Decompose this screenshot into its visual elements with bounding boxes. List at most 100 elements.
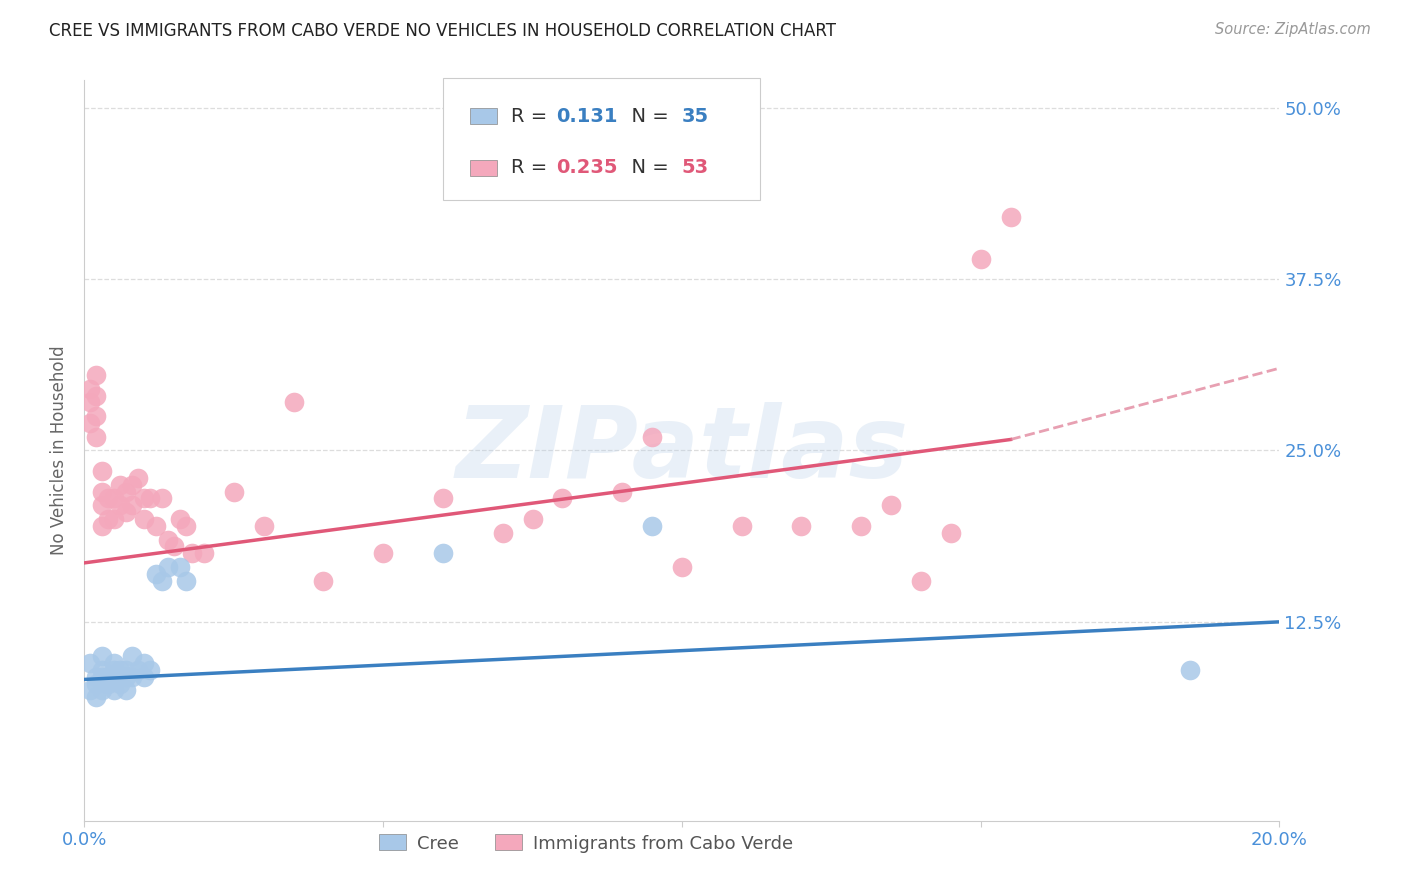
Point <box>91 663 114 677</box>
Point <box>939 525 962 540</box>
Point <box>91 670 114 684</box>
Point <box>312 574 335 588</box>
Text: 0.235: 0.235 <box>557 158 617 178</box>
Point <box>127 471 149 485</box>
Point <box>169 560 191 574</box>
Point <box>910 574 932 588</box>
Point <box>79 416 101 430</box>
Point <box>86 676 108 690</box>
Point <box>522 512 544 526</box>
Point <box>132 670 156 684</box>
FancyBboxPatch shape <box>443 78 759 200</box>
Text: R =: R = <box>510 158 554 178</box>
Point <box>150 574 173 588</box>
Point <box>91 519 114 533</box>
Point <box>110 498 132 512</box>
Point <box>86 430 108 444</box>
Point <box>115 670 138 684</box>
Point <box>253 519 276 533</box>
Point <box>103 670 125 684</box>
Point <box>139 491 162 506</box>
Point <box>671 560 693 574</box>
Point <box>1178 663 1201 677</box>
Point <box>103 656 125 670</box>
Point <box>121 670 143 684</box>
Point <box>115 663 138 677</box>
Point <box>139 663 162 677</box>
Point <box>283 395 305 409</box>
Point <box>880 498 903 512</box>
Point <box>145 566 167 581</box>
Point <box>86 690 108 705</box>
Legend: Cree, Immigrants from Cabo Verde: Cree, Immigrants from Cabo Verde <box>373 827 800 860</box>
Point <box>790 519 813 533</box>
Point <box>169 512 191 526</box>
Point <box>163 540 186 554</box>
Point <box>91 464 114 478</box>
Text: CREE VS IMMIGRANTS FROM CABO VERDE NO VEHICLES IN HOUSEHOLD CORRELATION CHART: CREE VS IMMIGRANTS FROM CABO VERDE NO VE… <box>49 22 837 40</box>
Point <box>612 484 634 499</box>
Point <box>79 683 101 698</box>
Point <box>145 519 167 533</box>
Point <box>181 546 204 560</box>
Point <box>86 409 108 424</box>
Point <box>86 368 108 382</box>
Point <box>121 477 143 491</box>
Point <box>492 525 515 540</box>
Point <box>731 519 754 533</box>
Point <box>79 656 101 670</box>
Point <box>97 676 120 690</box>
Point <box>91 649 114 664</box>
Point <box>79 382 101 396</box>
FancyBboxPatch shape <box>471 160 496 176</box>
Point <box>110 676 132 690</box>
Point <box>1000 211 1022 225</box>
Point <box>86 670 108 684</box>
Point <box>115 505 138 519</box>
Point <box>97 670 120 684</box>
Point <box>103 491 125 506</box>
Text: 35: 35 <box>682 107 709 126</box>
Text: ZIPatlas: ZIPatlas <box>456 402 908 499</box>
Point <box>222 484 245 499</box>
Point <box>103 683 125 698</box>
Point <box>174 519 197 533</box>
Point <box>110 663 132 677</box>
Point <box>132 512 156 526</box>
Point <box>91 484 114 499</box>
Text: 53: 53 <box>682 158 709 178</box>
Point <box>91 683 114 698</box>
Point <box>641 519 664 533</box>
Point <box>103 663 125 677</box>
Point <box>97 491 120 506</box>
Point <box>373 546 395 560</box>
Point <box>91 498 114 512</box>
Text: R =: R = <box>510 107 554 126</box>
Point <box>970 252 993 266</box>
Point <box>551 491 574 506</box>
Point <box>121 649 143 664</box>
Text: Source: ZipAtlas.com: Source: ZipAtlas.com <box>1215 22 1371 37</box>
Point <box>157 533 180 547</box>
Point <box>174 574 197 588</box>
Point <box>641 430 664 444</box>
Point <box>432 491 454 506</box>
Point <box>127 663 149 677</box>
Point <box>150 491 173 506</box>
Point <box>193 546 215 560</box>
Point <box>132 491 156 506</box>
Point <box>157 560 180 574</box>
Point <box>110 670 132 684</box>
Point <box>121 498 143 512</box>
Text: N =: N = <box>619 107 675 126</box>
Point <box>86 389 108 403</box>
Point <box>110 477 132 491</box>
Y-axis label: No Vehicles in Household: No Vehicles in Household <box>51 345 69 556</box>
Point <box>103 512 125 526</box>
Point <box>97 512 120 526</box>
Point <box>132 656 156 670</box>
Point <box>115 683 138 698</box>
Point <box>432 546 454 560</box>
Text: 0.131: 0.131 <box>557 107 617 126</box>
FancyBboxPatch shape <box>471 108 496 124</box>
